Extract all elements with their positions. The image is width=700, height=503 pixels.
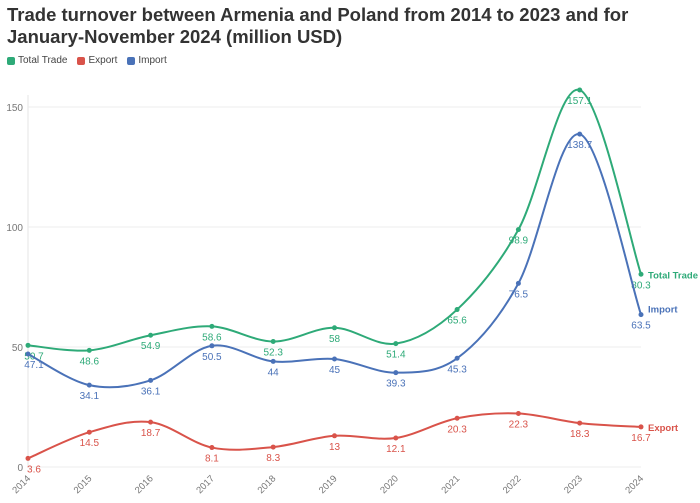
data-point (454, 355, 460, 361)
data-point (209, 445, 215, 451)
data-label: 48.6 (80, 356, 100, 367)
data-label: 22.3 (509, 419, 529, 430)
data-label: 18.3 (570, 429, 590, 440)
x-tick-label: 2023 (562, 473, 585, 496)
data-point (86, 382, 92, 388)
legend-swatch (127, 56, 136, 65)
y-tick-label: 150 (6, 103, 23, 114)
data-label: 16.7 (631, 433, 651, 444)
data-point (270, 444, 276, 450)
data-label: 44 (268, 367, 280, 378)
data-label: 157.1 (567, 96, 592, 107)
data-label: 76.5 (509, 289, 529, 300)
legend-swatch (7, 56, 15, 65)
x-tick-label: 2024 (623, 473, 646, 496)
data-point (148, 419, 154, 425)
legend-item[interactable]: Total Trade (7, 55, 67, 66)
data-label: 3.6 (27, 464, 41, 475)
legend: Total Trade Export Import (7, 55, 167, 66)
data-point (393, 435, 399, 441)
data-point (270, 338, 276, 344)
data-point (332, 433, 337, 439)
data-point (86, 347, 92, 353)
data-point (148, 332, 154, 338)
x-tick-label: 2018 (256, 473, 279, 496)
data-point (332, 356, 337, 362)
data-label: 18.7 (141, 428, 161, 439)
data-point (638, 424, 644, 430)
legend-label: Import (138, 55, 167, 66)
data-point (515, 410, 521, 416)
data-label: 8.1 (205, 454, 219, 465)
data-point (86, 429, 92, 435)
y-tick-label: 50 (12, 343, 24, 354)
data-point (454, 307, 460, 313)
data-point (515, 227, 521, 233)
series-end-label: Export (648, 423, 679, 434)
data-label: 80.3 (631, 280, 651, 291)
data-label: 58.6 (202, 332, 222, 343)
x-tick-label: 2021 (439, 473, 462, 496)
data-point (577, 131, 583, 137)
series-line-import (27, 133, 642, 389)
x-tick-label: 2022 (501, 473, 524, 496)
data-label: 51.4 (386, 350, 406, 361)
data-label: 45.3 (447, 364, 467, 375)
data-point (148, 377, 154, 383)
chart-title: Trade turnover between Armenia and Polan… (7, 4, 629, 47)
series-end-label: Import (648, 305, 678, 316)
series-end-label: Total Trade (648, 270, 698, 281)
data-point (209, 343, 215, 349)
data-label: 138.7 (567, 140, 592, 151)
x-tick-label: 2014 (10, 473, 33, 496)
data-point (332, 325, 337, 331)
legend-swatch (77, 56, 86, 65)
data-point (638, 271, 644, 277)
data-label: 39.3 (386, 379, 406, 390)
data-point (393, 341, 399, 347)
legend-item[interactable]: Export (77, 55, 117, 66)
y-tick-label: 100 (6, 223, 23, 234)
data-label: 36.1 (141, 386, 161, 397)
series-line-total-trade (27, 88, 642, 352)
data-point (209, 323, 215, 329)
data-point (515, 280, 521, 286)
data-point (577, 87, 583, 93)
data-label: 45 (329, 365, 341, 376)
data-point (25, 351, 31, 357)
legend-label: Export (88, 55, 118, 66)
data-point (270, 358, 276, 364)
data-point (25, 455, 31, 461)
data-label: 58 (329, 334, 341, 345)
legend-label: Total Trade (18, 55, 68, 66)
data-label: 12.1 (386, 444, 406, 455)
x-tick-label: 2020 (378, 473, 401, 496)
data-point (393, 370, 399, 376)
data-point (454, 415, 460, 421)
data-label: 54.9 (141, 341, 161, 352)
data-label: 34.1 (80, 391, 100, 402)
data-label: 8.3 (266, 453, 280, 464)
data-label: 52.3 (263, 347, 283, 358)
data-label: 14.5 (80, 438, 100, 449)
data-label: 47.1 (24, 360, 44, 371)
data-label: 13 (329, 442, 341, 453)
x-tick-label: 2017 (194, 473, 217, 496)
x-tick-label: 2015 (72, 473, 95, 496)
x-tick-label: 2016 (133, 473, 156, 496)
x-tick-label: 2019 (317, 473, 340, 496)
data-point (577, 420, 583, 426)
data-label: 50.5 (202, 352, 222, 363)
y-tick-label: 0 (17, 463, 23, 474)
data-point (638, 312, 644, 318)
data-label: 63.5 (631, 321, 651, 332)
data-label: 20.3 (447, 424, 467, 435)
data-point (25, 342, 31, 348)
data-label: 65.6 (447, 316, 467, 327)
data-label: 98.9 (509, 236, 529, 247)
legend-item[interactable]: Import (127, 55, 167, 66)
